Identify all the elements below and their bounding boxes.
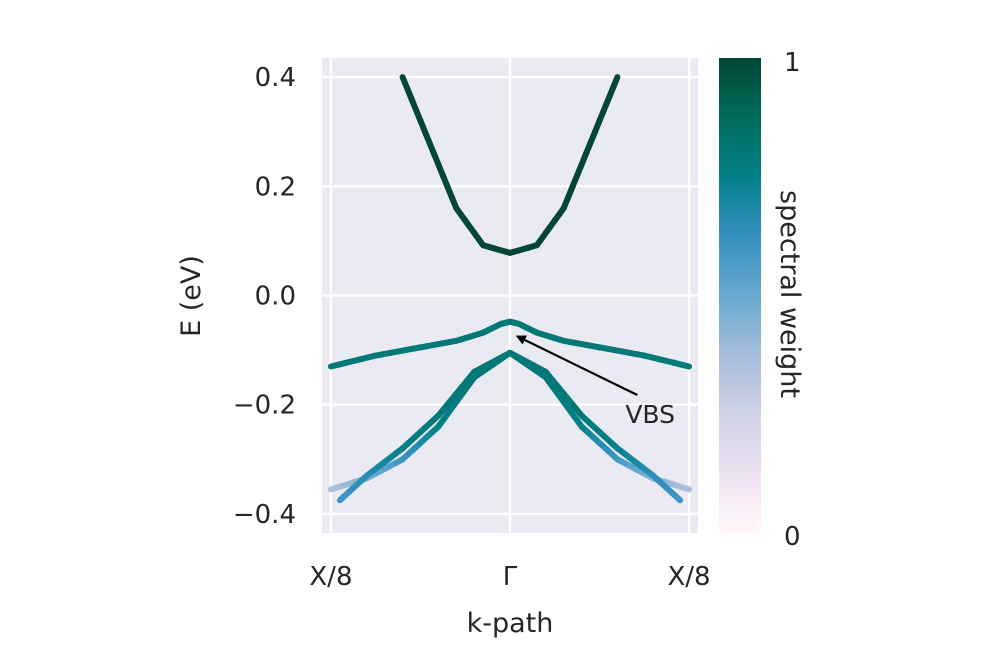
colorbar xyxy=(719,58,761,533)
band-lines xyxy=(327,74,693,504)
x-tick-label: Γ xyxy=(503,562,518,592)
grid-lines xyxy=(322,58,698,533)
annotation-layer: VBS xyxy=(515,335,675,429)
x-tick-label: X/8 xyxy=(667,562,710,592)
y-axis-label: E (eV) xyxy=(176,255,207,337)
band-segment xyxy=(678,361,693,370)
y-tick-label: 0.0 xyxy=(255,282,296,312)
colorbar-max-label: 1 xyxy=(784,48,801,78)
colorbar-min-label: 0 xyxy=(784,522,801,552)
band-line xyxy=(399,74,621,256)
band-line xyxy=(336,349,684,504)
vbs-arrow xyxy=(515,335,638,397)
band-segment xyxy=(672,493,684,504)
y-tick-label: −0.2 xyxy=(233,391,296,421)
x-tick-labels: X/8 Γ X/8 xyxy=(309,562,710,592)
band-line xyxy=(327,318,693,370)
vbs-annotation-label: VBS xyxy=(625,400,675,429)
band-segment xyxy=(609,74,621,92)
x-axis-label: k-path xyxy=(467,608,554,639)
y-tick-label: 0.4 xyxy=(255,63,296,93)
y-tick-label: 0.2 xyxy=(255,172,296,202)
x-tick-label: X/8 xyxy=(309,562,352,592)
band-segment xyxy=(680,484,693,493)
colorbar-label: spectral weight xyxy=(774,190,805,398)
y-tick-labels: 0.4 0.2 0.0 −0.2 −0.4 xyxy=(233,63,296,530)
y-tick-label: −0.4 xyxy=(233,500,296,530)
